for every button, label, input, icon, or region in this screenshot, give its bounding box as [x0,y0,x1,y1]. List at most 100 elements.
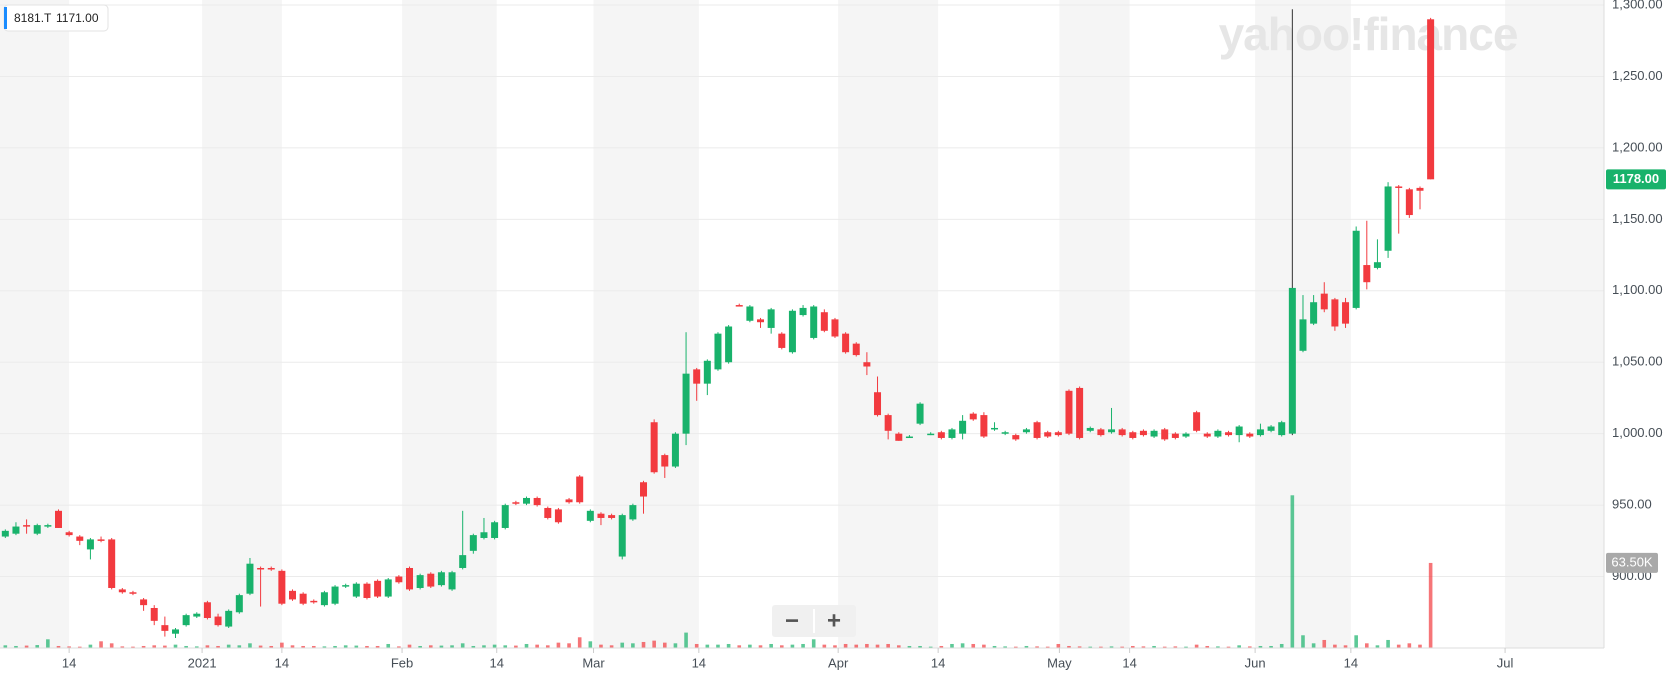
volume-bar [152,645,157,648]
volume-bar [120,646,125,648]
volume-bar [1056,643,1061,648]
candle-body [1363,265,1371,283]
volume-bar [322,646,327,648]
candle-body [1384,186,1392,251]
volume-bar [567,643,571,648]
volume-bar [35,645,40,648]
candle-body [1044,432,1052,437]
candle-body [480,532,488,538]
volume-bar [1279,643,1284,648]
volume-bar [588,641,593,648]
volume-bar [46,639,50,648]
candle-body [1267,426,1275,431]
volume-bar [407,644,412,648]
y-tick-label: 1,100.00 [1612,282,1663,297]
volume-bar [950,643,954,648]
candle-body [352,583,360,597]
candle-body [1076,387,1084,438]
candle-body [214,616,222,626]
candle-body [1235,426,1243,436]
candle-body [863,362,871,367]
y-tick-label: 1,200.00 [1612,139,1663,154]
volume-bar [1130,645,1135,648]
volume-bar [641,641,646,648]
volume-bar [907,645,912,648]
candle-body [640,482,648,497]
candle-body [725,326,733,363]
zoom-out[interactable]: − [785,607,799,634]
shade-band [838,0,939,648]
candle-body [1097,429,1105,436]
volume-bar [386,643,391,648]
candle-body [1001,432,1009,434]
volume-bar [514,645,518,648]
x-tick-label: Jul [1497,655,1514,670]
volume-bar [1258,645,1263,648]
volume-bar [3,645,8,648]
volume-bar [854,644,859,648]
candle-body [852,343,860,356]
volume-bar [758,645,763,648]
zoom-in[interactable]: + [827,607,841,634]
candle-body [257,567,265,570]
volume-bar [971,643,976,648]
volume-bar [482,645,486,648]
volume-bar [56,645,61,648]
candle-body [842,333,850,353]
volume-bar [779,645,784,648]
volume-bar [1035,646,1039,648]
candle-body [618,515,626,557]
volume-bar [163,645,167,648]
candle-body [448,572,456,590]
candle-body [682,373,690,434]
candle-body [416,575,424,588]
candle-body [182,615,190,626]
candle-body [565,499,573,503]
volume-bar [1418,644,1422,648]
candle-body [33,525,41,534]
shade-band [593,0,699,648]
candle-body [1033,422,1041,438]
candle-body [1331,299,1339,327]
y-tick-label: 950.00 [1612,497,1652,512]
volume-bar [918,645,922,648]
volume-bar [1237,645,1241,648]
volume-bar [311,645,316,648]
x-tick-label: 2021 [188,655,217,670]
volume-bar [184,645,188,648]
candle-body [810,306,818,338]
tooltip-price: 1171.00 [56,11,99,25]
volume-bar [1343,645,1348,648]
x-tick-label: Feb [391,655,413,670]
candle-body [757,319,765,323]
candle-body [1225,432,1233,436]
candle-body [299,593,307,604]
candle-body [65,532,73,536]
candle-body [1065,390,1073,434]
volume-bar [1120,646,1124,648]
tooltip-symbol: 8181.T [14,11,52,25]
candle-body [905,436,913,439]
volume-bar [1290,495,1295,648]
x-tick-label: 14 [275,655,289,670]
candle-body [831,319,839,337]
candle-body [235,595,243,613]
candle-body [469,535,477,551]
candle-body [959,420,967,434]
candle-body [1182,433,1190,437]
volume-bar [258,645,263,648]
candle-body [1161,429,1169,440]
candle-body [778,333,786,348]
candle-body [927,433,935,436]
candle-body [97,539,105,541]
candle-body [289,590,297,600]
candle-body [554,509,562,523]
volume-bar [471,645,476,648]
volume-bar [290,645,295,648]
volume-bar [843,643,848,648]
volume-bar [460,643,465,648]
volume-bar [88,644,93,648]
volume-bar [1141,646,1146,648]
volume-bar [535,644,539,648]
